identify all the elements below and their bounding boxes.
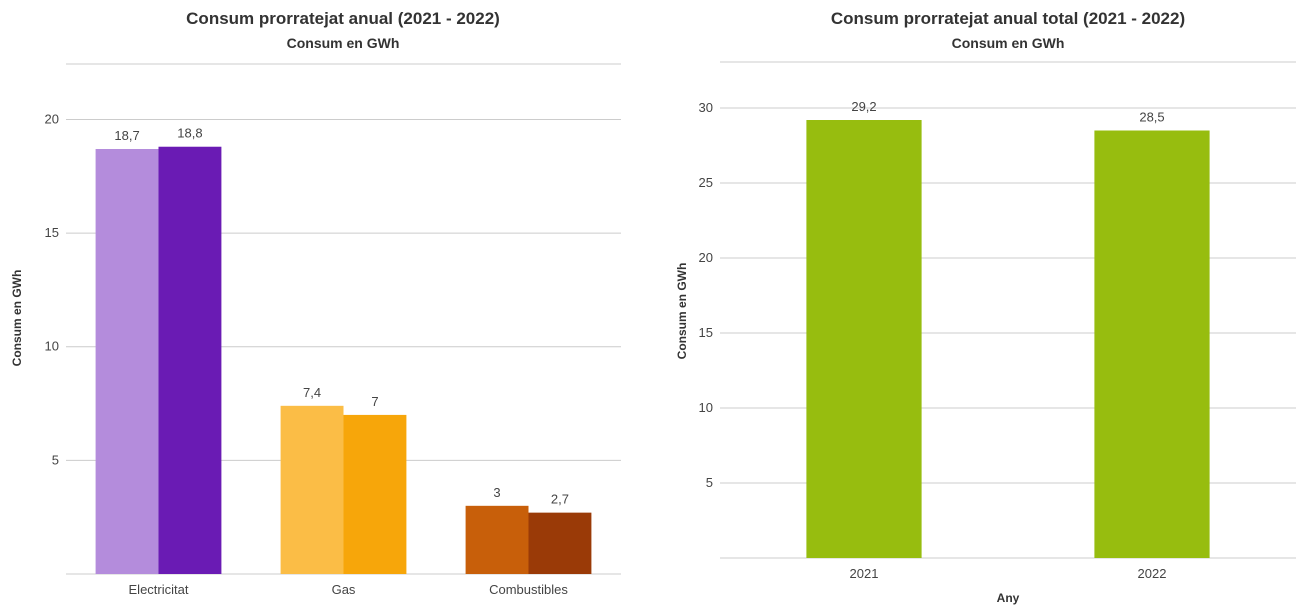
chart-title: Consum prorratejat anual total (2021 - 2… (831, 9, 1185, 28)
y-tick-label: 5 (52, 452, 59, 467)
y-tick-label: 20 (699, 250, 713, 265)
y-tick-label: 15 (45, 225, 59, 240)
chart-title: Consum prorratejat anual (2021 - 2022) (186, 9, 500, 28)
data-label: 2,7 (551, 492, 569, 507)
chart-subtitle: Consum en GWh (287, 35, 400, 51)
data-label: 28,5 (1139, 110, 1164, 125)
chart-left-svg: Consum prorratejat anual (2021 - 2022) C… (10, 9, 621, 597)
y-axis-title: Consum en GWh (675, 263, 689, 360)
x-tick-label: Combustibles (489, 582, 568, 597)
data-label: 18,8 (177, 126, 202, 141)
chart-right-svg: Consum prorratejat anual total (2021 - 2… (675, 9, 1296, 605)
y-tick-label: 30 (699, 100, 713, 115)
bar (158, 146, 222, 574)
data-label: 29,2 (851, 99, 876, 114)
data-label: 7,4 (303, 385, 321, 400)
y-tick-label: 15 (699, 325, 713, 340)
bar (528, 512, 592, 574)
y-tick-label: 10 (699, 400, 713, 415)
x-tick-label: 2021 (850, 566, 879, 581)
data-label: 7 (371, 394, 378, 409)
bar (806, 120, 922, 558)
y-tick-label: 10 (45, 339, 59, 354)
data-label: 18,7 (114, 128, 139, 143)
bar (465, 505, 529, 574)
data-label: 3 (493, 485, 500, 500)
x-tick-label: Electricitat (129, 582, 189, 597)
chart-annual-consumption: Consum prorratejat anual (2021 - 2022) C… (0, 0, 640, 608)
chart-total-consumption: Consum prorratejat anual total (2021 - 2… (660, 0, 1296, 608)
x-tick-label: 2022 (1138, 566, 1167, 581)
x-axis-title: Any (997, 591, 1020, 605)
y-tick-label: 25 (699, 175, 713, 190)
y-axis-title: Consum en GWh (10, 270, 24, 367)
chart-subtitle: Consum en GWh (952, 35, 1065, 51)
bar (280, 405, 344, 574)
bar (343, 414, 407, 574)
x-tick-label: Gas (332, 582, 356, 597)
bar (95, 149, 159, 574)
y-tick-label: 20 (45, 111, 59, 126)
y-tick-label: 5 (706, 475, 713, 490)
bar (1094, 130, 1210, 558)
